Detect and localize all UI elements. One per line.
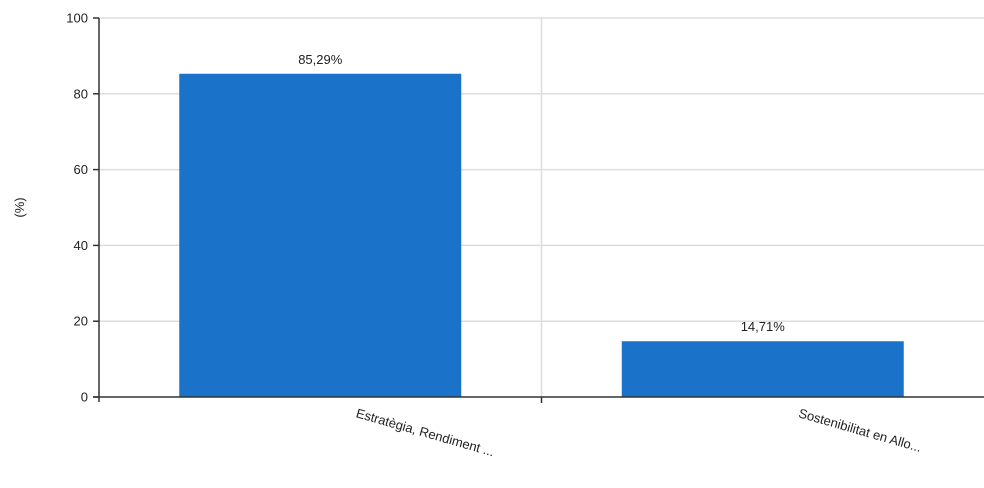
x-tick-label-0: Estratègia, Rendiment ...: [354, 405, 496, 459]
x-tick-label-1: Sostenibilitat en Allo...: [797, 405, 923, 454]
y-tick-label-60: 60: [74, 162, 88, 177]
bars: [179, 73, 904, 397]
bar-0[interactable]: [179, 73, 462, 397]
y-tick-label-100: 100: [66, 11, 88, 26]
data-label-1: 14,71%: [741, 319, 786, 334]
axes: [93, 17, 984, 403]
bar-1[interactable]: [621, 341, 904, 397]
y-tick-label-0: 0: [81, 390, 88, 405]
y-tick-label-40: 40: [74, 238, 88, 253]
y-tick-label-80: 80: [74, 86, 88, 101]
data-label-0: 85,29%: [298, 52, 343, 67]
y-axis-title: (%): [12, 197, 27, 217]
y-tick-label-20: 20: [74, 314, 88, 329]
